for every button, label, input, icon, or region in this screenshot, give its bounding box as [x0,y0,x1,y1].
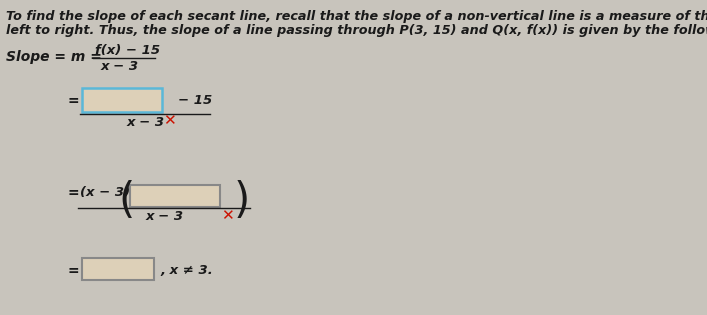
FancyBboxPatch shape [82,258,154,280]
Text: (x − 3): (x − 3) [80,186,130,199]
Text: left to right. Thus, the slope of a line passing through P(3, 15) and Q(x, f(x)): left to right. Thus, the slope of a line… [6,24,707,37]
Text: (: ( [118,180,134,222]
Text: , x ≠ 3.: , x ≠ 3. [160,264,213,277]
Text: x − 3: x − 3 [101,60,139,73]
Text: − 15: − 15 [178,94,212,107]
FancyBboxPatch shape [130,185,220,207]
Text: f(x) − 15: f(x) − 15 [95,44,160,57]
FancyBboxPatch shape [82,88,162,112]
Text: =: = [68,94,80,108]
Text: ✕: ✕ [163,113,176,128]
Text: =: = [68,264,80,278]
Text: ✕: ✕ [221,208,234,223]
Text: Slope = m =: Slope = m = [6,50,102,64]
Text: =: = [68,186,80,200]
Text: ): ) [234,180,250,222]
Text: To find the slope of each secant line, recall that the slope of a non-vertical l: To find the slope of each secant line, r… [6,10,707,23]
Text: x − 3: x − 3 [127,116,165,129]
Text: x − 3: x − 3 [146,210,184,223]
